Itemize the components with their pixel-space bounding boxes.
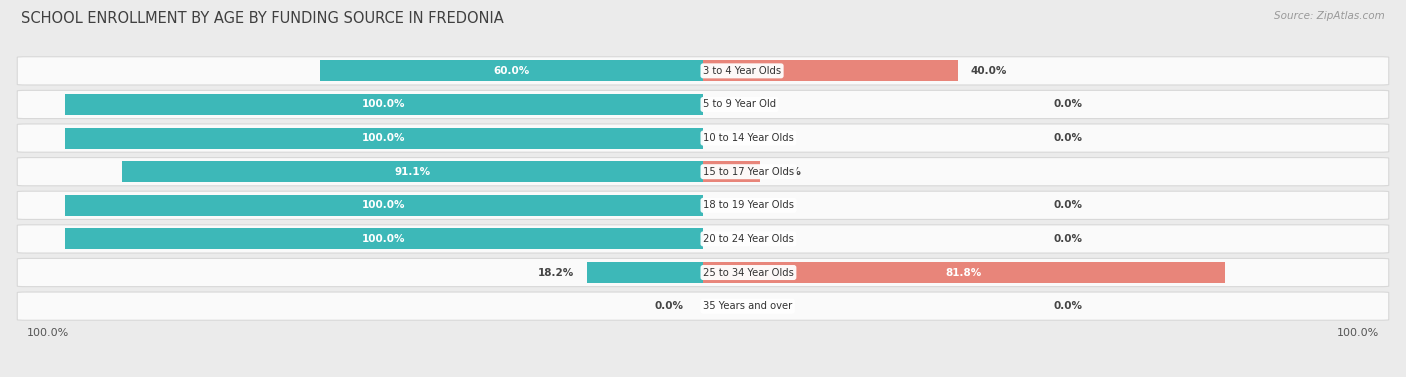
Text: 91.1%: 91.1%	[394, 167, 430, 177]
Bar	[703, 262, 1225, 283]
Text: 15 to 17 Year Olds: 15 to 17 Year Olds	[703, 167, 794, 177]
Text: SCHOOL ENROLLMENT BY AGE BY FUNDING SOURCE IN FREDONIA: SCHOOL ENROLLMENT BY AGE BY FUNDING SOUR…	[21, 11, 503, 26]
Text: 8.9%: 8.9%	[772, 167, 801, 177]
Bar	[65, 195, 703, 216]
FancyBboxPatch shape	[17, 292, 1389, 320]
Text: 0.0%: 0.0%	[1054, 133, 1083, 143]
Text: 40.0%: 40.0%	[972, 66, 1007, 76]
FancyBboxPatch shape	[17, 258, 1389, 287]
Text: 100.0%: 100.0%	[1337, 328, 1379, 338]
Text: 18.2%: 18.2%	[538, 268, 574, 277]
Text: 0.0%: 0.0%	[655, 301, 683, 311]
Text: 5 to 9 Year Old: 5 to 9 Year Old	[703, 100, 776, 109]
Text: 100.0%: 100.0%	[27, 328, 69, 338]
FancyBboxPatch shape	[17, 225, 1389, 253]
Text: 100.0%: 100.0%	[363, 234, 406, 244]
Text: 20 to 24 Year Olds: 20 to 24 Year Olds	[703, 234, 794, 244]
Bar	[703, 60, 957, 81]
FancyBboxPatch shape	[17, 90, 1389, 119]
Text: 100.0%: 100.0%	[363, 200, 406, 210]
Bar	[65, 94, 703, 115]
Text: 0.0%: 0.0%	[1054, 200, 1083, 210]
Text: 0.0%: 0.0%	[1054, 234, 1083, 244]
Text: 3 to 4 Year Olds: 3 to 4 Year Olds	[703, 66, 782, 76]
Text: 10 to 14 Year Olds: 10 to 14 Year Olds	[703, 133, 794, 143]
Bar	[122, 161, 703, 182]
Text: 0.0%: 0.0%	[1054, 100, 1083, 109]
FancyBboxPatch shape	[17, 124, 1389, 152]
FancyBboxPatch shape	[17, 158, 1389, 186]
Text: 81.8%: 81.8%	[946, 268, 981, 277]
Text: Source: ZipAtlas.com: Source: ZipAtlas.com	[1274, 11, 1385, 21]
Bar	[703, 161, 759, 182]
FancyBboxPatch shape	[17, 191, 1389, 219]
Text: 18 to 19 Year Olds: 18 to 19 Year Olds	[703, 200, 794, 210]
Bar	[65, 228, 703, 249]
Bar	[65, 128, 703, 149]
Bar	[586, 262, 703, 283]
Text: 60.0%: 60.0%	[494, 66, 530, 76]
Text: 35 Years and over: 35 Years and over	[703, 301, 792, 311]
Bar	[321, 60, 703, 81]
Text: 100.0%: 100.0%	[363, 100, 406, 109]
Text: 0.0%: 0.0%	[1054, 301, 1083, 311]
FancyBboxPatch shape	[17, 57, 1389, 85]
Text: 100.0%: 100.0%	[363, 133, 406, 143]
Text: 25 to 34 Year Olds: 25 to 34 Year Olds	[703, 268, 794, 277]
